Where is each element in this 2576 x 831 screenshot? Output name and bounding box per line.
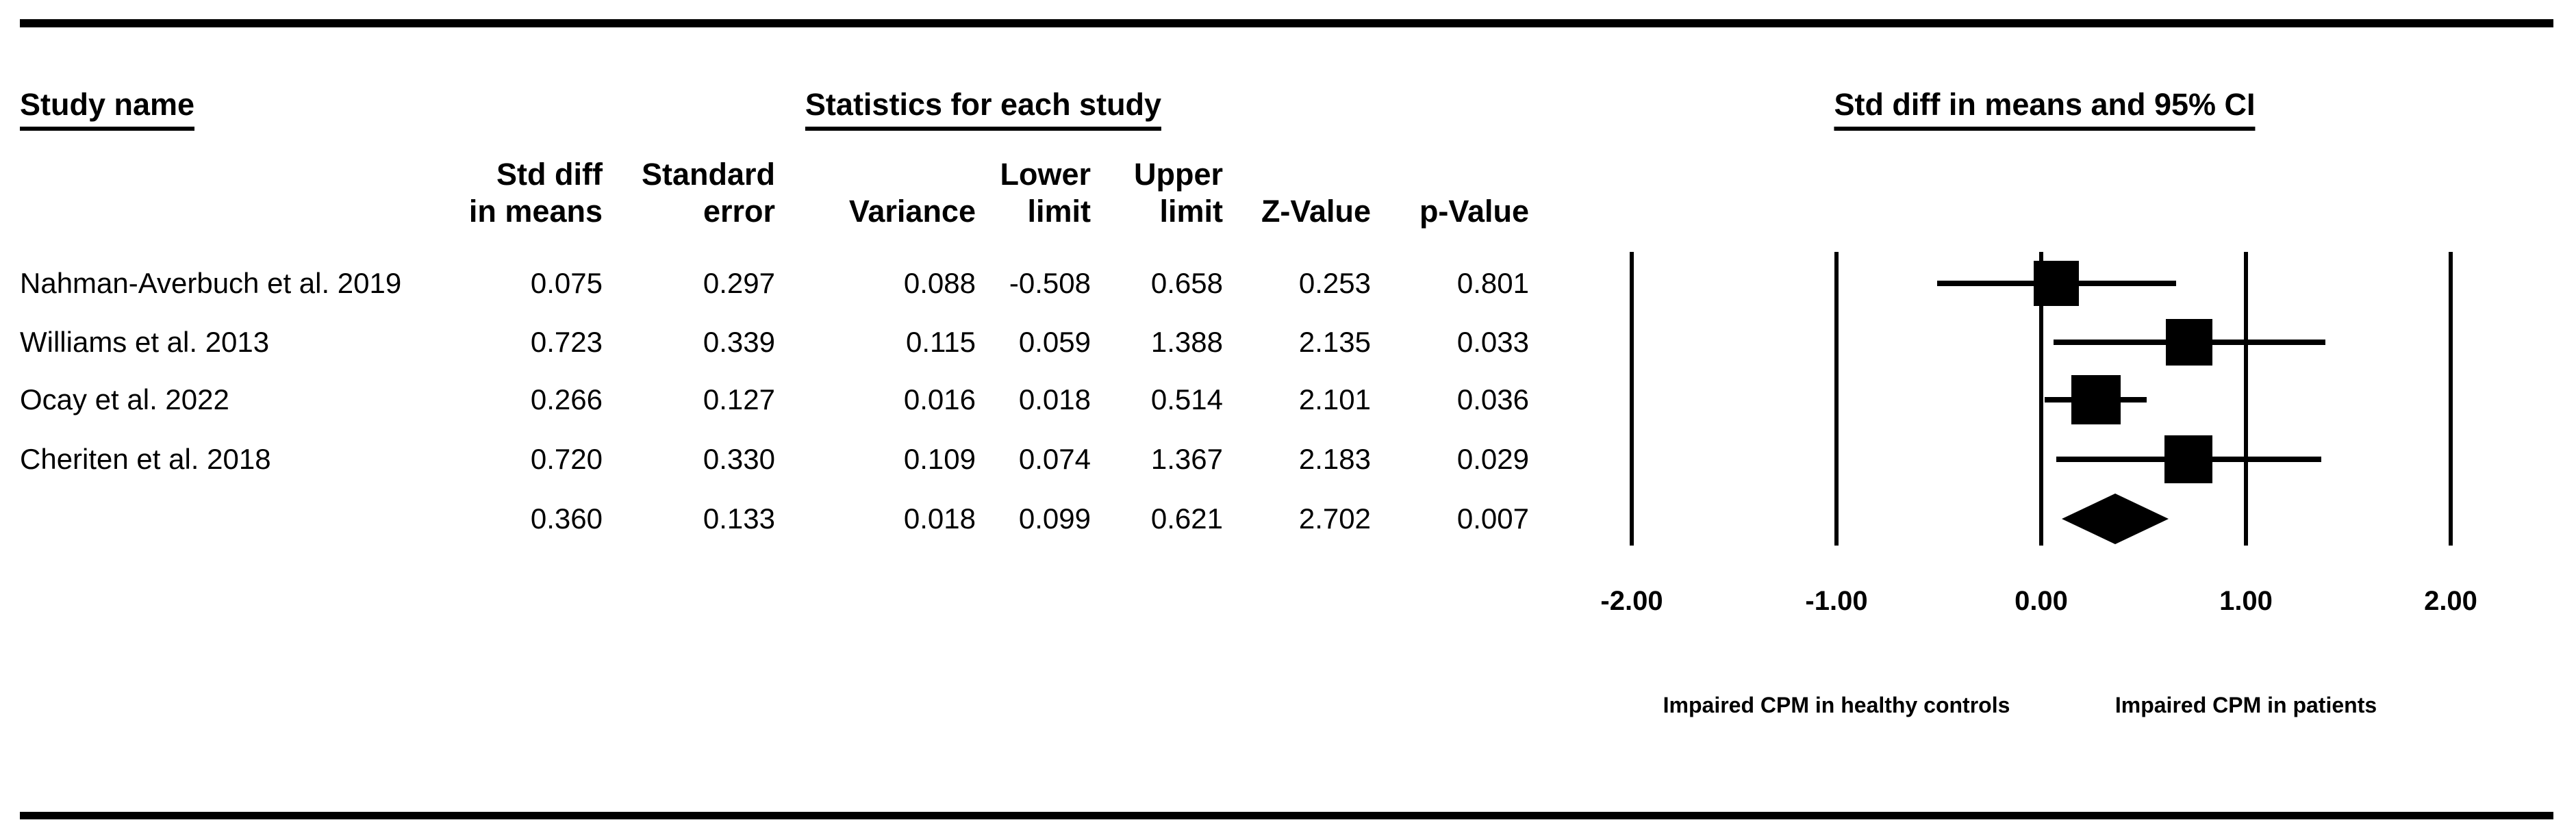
axis-tick-label: 2.00 [2424,586,2477,616]
effect-size-square [2071,375,2121,424]
value-cell: 0.801 [1456,267,1529,299]
column-header: Standard error [641,157,775,229]
summary-value-cell: 0.007 [1456,502,1529,535]
study-name-cell: Williams et al. 2013 [20,326,270,358]
value-cell: 0.330 [703,443,775,475]
column-header: Std diff in means [468,157,603,229]
study-name-cell: Cheriten et al. 2018 [20,443,271,475]
plot-gridline [1834,252,1839,546]
bottom-rule [20,812,2553,819]
summary-value-cell: 0.099 [1018,502,1091,535]
value-cell: 0.074 [1018,443,1091,475]
study-name-cell: Ocay et al. 2022 [20,383,229,416]
summary-value-cell: 0.018 [903,502,976,535]
value-cell: 0.297 [703,267,775,299]
value-cell: 0.018 [1018,383,1091,416]
value-cell: 0.075 [530,267,603,299]
effect-size-square [2166,319,2213,366]
plot-gridline [2039,252,2043,546]
effect-size-square [2164,435,2213,483]
value-cell: 0.059 [1018,326,1091,358]
axis-caption-left: Impaired CPM in healthy controls [1663,693,2010,717]
value-cell: 0.266 [530,383,603,416]
plot-gridline [1630,252,1634,546]
value-cell: 0.720 [530,443,603,475]
summary-value-cell: 0.133 [703,502,775,535]
value-cell: 0.115 [906,326,976,358]
value-cell: 0.127 [703,383,775,416]
summary-value-cell: 0.360 [530,502,603,535]
axis-caption-right: Impaired CPM in patients [2114,693,2377,717]
summary-value-cell: 2.702 [1298,502,1371,535]
value-cell: 0.253 [1298,267,1371,299]
value-cell: 0.036 [1456,383,1529,416]
column-header: Variance [848,194,976,229]
value-cell: 1.367 [1150,443,1223,475]
value-cell: 0.723 [530,326,603,358]
value-cell: 2.101 [1298,383,1371,416]
value-cell: 0.033 [1456,326,1529,358]
value-cell: 0.016 [903,383,976,416]
column-header: Lower limit [1000,157,1091,229]
summary-diamond-shape [2061,494,2169,544]
value-cell: 0.109 [903,443,976,475]
summary-value-cell: 0.621 [1150,502,1223,535]
effect-size-square [2034,261,2080,306]
value-cell: 1.388 [1150,326,1223,358]
column-header: p-Value [1419,194,1529,229]
statistics-header: Statistics for each study [805,88,1162,131]
axis-tick-label: -2.00 [1600,586,1663,616]
value-cell: 0.088 [903,267,976,299]
plot-gridline [2449,252,2453,546]
plot-gridline [2244,252,2248,546]
ci-plot-header: Std diff in means and 95% CI [1834,88,2256,131]
axis-tick-label: 0.00 [2015,586,2068,616]
top-rule [20,19,2553,27]
value-cell: 0.029 [1456,443,1529,475]
value-cell: 0.339 [703,326,775,358]
summary-diamond [2061,494,2169,544]
axis-tick-label: -1.00 [1805,586,1868,616]
column-header: Upper limit [1133,157,1223,229]
column-header: Z-Value [1261,194,1371,229]
axis-tick-label: 1.00 [2219,586,2273,616]
value-cell: 0.514 [1150,383,1223,416]
study-name-cell: Nahman-Averbuch et al. 2019 [20,267,402,299]
value-cell: 0.658 [1150,267,1223,299]
value-cell: 2.183 [1298,443,1371,475]
study-name-header: Study name [20,88,195,131]
value-cell: -0.508 [1009,267,1091,299]
value-cell: 2.135 [1298,326,1371,358]
